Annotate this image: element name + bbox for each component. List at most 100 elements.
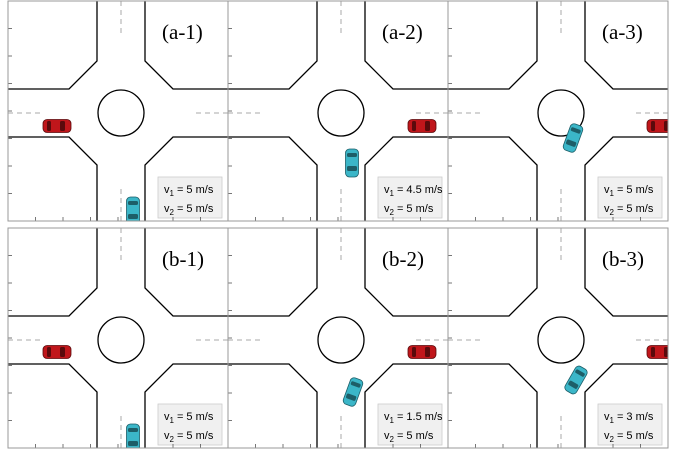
speed-symbol: v — [164, 184, 170, 196]
speed-box — [157, 176, 223, 219]
panel-content: v1 = 4.5 m/sv2 = 5 m/s(a-2) — [228, 1, 448, 221]
speed-text: v1 = 4.5 m/s — [384, 184, 443, 198]
panel: v1 = 3 m/sv2 = 5 m/s(b-3) — [447, 227, 669, 449]
panel: v1 = 5 m/sv2 = 5 m/s(a-3) — [447, 0, 669, 222]
car-window — [568, 380, 579, 389]
road-edge — [448, 1, 538, 90]
panel-content: v1 = 1.5 m/sv2 = 5 m/s(b-2) — [228, 228, 448, 448]
speed-box — [377, 176, 443, 219]
road-edge — [584, 363, 668, 448]
road-edge — [144, 136, 228, 221]
road-edge — [228, 1, 318, 90]
speed-symbol: v — [164, 411, 170, 423]
speed-value: = 5 m/s — [177, 430, 214, 442]
speed-subscript: 1 — [390, 416, 395, 425]
road-edge — [364, 363, 448, 448]
car — [42, 345, 72, 359]
car-window — [651, 347, 655, 357]
road-edge — [228, 228, 318, 317]
panel-label: (b-2) — [382, 247, 424, 271]
car-window — [128, 201, 138, 205]
speed-subscript: 1 — [610, 189, 615, 198]
car-window — [575, 369, 585, 377]
speed-value: = 4.5 m/s — [397, 184, 443, 196]
panel: v1 = 4.5 m/sv2 = 5 m/s(a-2) — [227, 0, 449, 222]
speed-symbol: v — [604, 411, 610, 423]
road-edge — [364, 1, 448, 90]
speed-subscript: 1 — [170, 189, 175, 198]
car-window — [128, 428, 138, 432]
roundabout — [317, 89, 365, 137]
speed-value: = 5 m/s — [177, 184, 214, 196]
car — [564, 365, 588, 395]
speed-subscript: 2 — [610, 435, 615, 444]
speed-value: = 5 m/s — [617, 430, 654, 442]
road-edge — [364, 228, 448, 317]
speed-value: = 5 m/s — [177, 411, 214, 423]
speed-subscript: 2 — [170, 435, 175, 444]
road-edge — [8, 136, 98, 221]
car — [407, 345, 437, 359]
panel: v1 = 5 m/sv2 = 5 m/s(b-1) — [7, 227, 229, 449]
speed-value: = 1.5 m/s — [397, 411, 443, 423]
speed-text: v1 = 5 m/s — [164, 411, 214, 425]
car-window — [60, 347, 65, 357]
panel: v1 = 1.5 m/sv2 = 5 m/s(b-2) — [227, 227, 449, 449]
speed-text: v2 = 5 m/s — [384, 203, 434, 217]
car-window — [570, 127, 581, 134]
speed-symbol: v — [384, 184, 390, 196]
speed-value: = 5 m/s — [617, 203, 654, 215]
road-edge — [8, 1, 98, 90]
speed-value: = 5 m/s — [177, 203, 214, 215]
panel-label: (b-1) — [162, 247, 204, 271]
car — [646, 345, 668, 359]
roundabout — [97, 316, 145, 364]
car — [345, 148, 359, 178]
panel-frame — [447, 227, 669, 449]
speed-value: = 3 m/s — [617, 411, 654, 423]
speed-subscript: 1 — [390, 189, 395, 198]
speed-text: v1 = 5 m/s — [164, 184, 214, 198]
speed-value: = 5 m/s — [397, 203, 434, 215]
car-window — [128, 441, 138, 446]
panel-label: (b-3) — [602, 247, 644, 271]
panel-label: (a-2) — [382, 20, 423, 44]
speed-symbol: v — [384, 430, 390, 442]
panel-label: (a-1) — [162, 20, 203, 44]
panel-content: v1 = 5 m/sv2 = 5 m/s(a-3) — [448, 1, 668, 221]
car-window — [664, 347, 668, 357]
speed-symbol: v — [384, 411, 390, 423]
car-window — [128, 214, 138, 219]
panel: v1 = 5 m/sv2 = 5 m/s(a-1) — [7, 0, 229, 222]
road-edge — [8, 228, 98, 317]
road-edge — [228, 363, 318, 448]
speed-text: v1 = 3 m/s — [604, 411, 654, 425]
speed-symbol: v — [604, 184, 610, 196]
speed-text: v2 = 5 m/s — [164, 203, 214, 217]
speed-subscript: 2 — [390, 208, 395, 217]
road-edge — [584, 136, 668, 221]
car — [42, 119, 72, 133]
car-window — [412, 121, 416, 131]
road-edge — [448, 363, 538, 448]
car — [646, 119, 668, 133]
speed-symbol: v — [604, 430, 610, 442]
car-window — [412, 347, 416, 357]
car-window — [651, 121, 655, 131]
speed-subscript: 2 — [610, 208, 615, 217]
speed-text: v2 = 5 m/s — [604, 430, 654, 444]
speed-symbol: v — [384, 203, 390, 215]
panel-content: v1 = 3 m/sv2 = 5 m/s(b-3) — [448, 228, 668, 448]
speed-symbol: v — [604, 203, 610, 215]
road-edge — [584, 228, 668, 317]
speed-subscript: 1 — [610, 416, 615, 425]
speed-text: v1 = 5 m/s — [604, 184, 654, 198]
roundabout — [317, 316, 365, 364]
car-window — [425, 347, 430, 357]
car-window — [347, 153, 357, 157]
speed-value: = 5 m/s — [397, 430, 434, 442]
road-edge — [144, 1, 228, 90]
speed-subscript: 2 — [170, 208, 175, 217]
road-edge — [364, 136, 448, 221]
